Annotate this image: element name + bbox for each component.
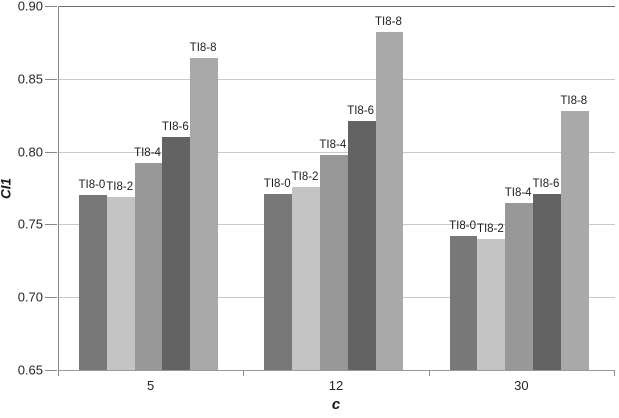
bar-ti8-8-group-5 (190, 58, 218, 370)
bar-ti8-4-group-5 (134, 163, 163, 370)
y-axis-tick-label: 0.80 (17, 144, 43, 160)
x-axis-tick (243, 371, 244, 376)
x-axis-tick (58, 371, 59, 376)
bar-label: TI8-4 (504, 186, 532, 199)
y-axis-tick (45, 152, 57, 153)
y-axis-tick (45, 224, 57, 225)
bar-label: TI8-0 (263, 177, 291, 190)
bar-ti8-6-group-30 (533, 193, 561, 370)
bar-ti8-4-group-30 (505, 202, 534, 370)
bar-ti8-0-group-12 (264, 193, 293, 370)
bar-label: TI8-0 (78, 179, 106, 192)
x-axis-category-label: 12 (328, 378, 344, 393)
gridline (59, 79, 615, 80)
bar-label: TI8-0 (449, 220, 476, 233)
bar-label: TI8-2 (291, 170, 319, 183)
bar-ti8-2-group-5 (106, 196, 135, 370)
bar-ti8-0-group-5 (79, 195, 107, 370)
y-axis-tick-label: 0.85 (17, 71, 43, 87)
y-axis-tick (45, 79, 57, 80)
bar-ti8-0-group-30 (449, 236, 478, 370)
x-axis-tick (429, 371, 430, 376)
bar-ti8-2-group-30 (477, 238, 506, 370)
bar-ti8-8-group-30 (560, 110, 589, 370)
bar-ti8-6-group-12 (347, 121, 376, 370)
y-axis-tick-label: 0.90 (17, 0, 43, 14)
bar-ti8-4-group-12 (319, 154, 348, 370)
bar-ti8-2-group-12 (292, 186, 320, 370)
gridline (59, 6, 615, 7)
x-axis-category-label: 5 (147, 378, 155, 393)
y-axis-tick-label: 0.75 (17, 216, 43, 232)
x-axis-tick (614, 371, 615, 376)
bar-label: TI8-8 (560, 94, 588, 107)
x-axis-title: c (331, 396, 341, 413)
bar-label: TI8-8 (375, 16, 402, 29)
x-axis-category-label: 30 (514, 378, 529, 393)
bar-label: TI8-6 (161, 121, 189, 134)
plot-area (58, 6, 615, 371)
bar-label: TI8-8 (189, 42, 217, 55)
y-axis-tick (45, 297, 57, 298)
gridline (59, 152, 615, 153)
y-axis-tick (45, 6, 57, 7)
bar-label: TI8-6 (532, 177, 560, 190)
y-axis-title: CI1 (0, 178, 14, 200)
y-axis-tick-label: 0.65 (17, 362, 43, 378)
bar-label: TI8-6 (347, 105, 375, 118)
bar-label: TI8-2 (476, 222, 504, 235)
y-axis-tick-label: 0.70 (17, 289, 43, 305)
bar-label: TI8-4 (319, 138, 347, 151)
bar-ti8-8-group-12 (375, 32, 404, 370)
bar-label: TI8-4 (134, 147, 161, 160)
y-axis-tick (45, 370, 57, 371)
bar-label: TI8-2 (106, 180, 134, 193)
bar-ti8-6-group-5 (162, 137, 191, 370)
